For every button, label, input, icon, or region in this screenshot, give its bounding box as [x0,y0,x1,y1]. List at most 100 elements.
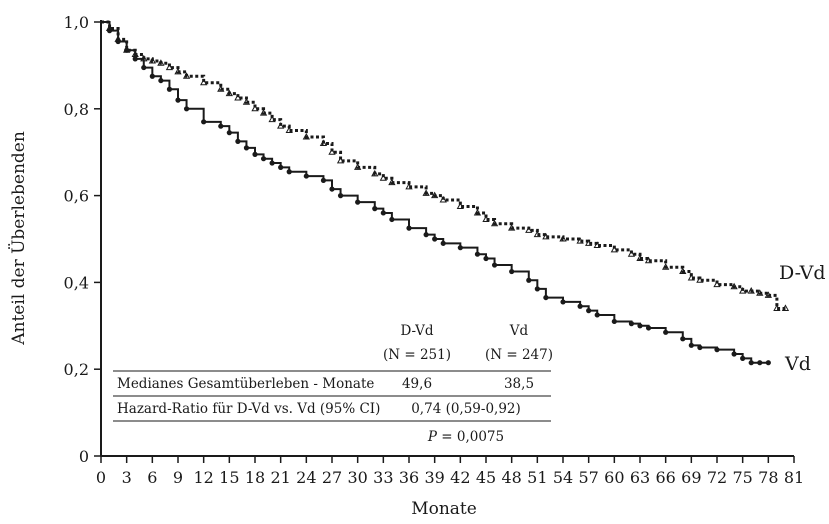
x-tick-label: 18 [245,468,265,487]
censor-mark [559,234,567,242]
x-tick-label: 12 [193,468,213,487]
censor-mark [585,239,593,246]
censor-mark [380,210,386,216]
censor-mark [456,202,464,209]
censor-mark [286,169,292,175]
censor-mark [260,156,267,162]
x-tick-label: 6 [147,468,157,487]
censor-mark [217,85,225,92]
censor-mark [329,186,335,192]
censor-mark [560,299,566,305]
censor-mark [645,325,652,331]
censor-mark [285,126,293,133]
series-line-d-vd [101,20,786,310]
censor-mark [166,86,173,92]
censor-mark [174,67,182,75]
censor-mark [183,106,190,112]
censor-mark [115,38,121,45]
censor-mark [594,312,600,318]
censor-mark [781,304,790,311]
censor-mark [269,160,275,166]
censor-mark [268,115,276,123]
censor-mark [235,138,241,144]
x-tick-label: 54 [553,468,573,487]
y-tick-label: 0,4 [64,273,89,292]
censor-mark [259,109,268,116]
censor-mark [627,250,636,257]
x-tick-label: 0 [96,468,106,487]
censor-mark [679,267,687,275]
table-header-vd: Vd [509,323,529,339]
table-p-value: P = 0,0075 [427,429,504,445]
p-value-number: 0,0075 [457,429,504,445]
series-label-d-vd: D-Vd [779,262,826,284]
x-ticks: 0 3 6 9 12 15 18 21 24 27 30 33 36 39 42 45 48 51 54 57 60 63… [96,456,804,487]
censor-mark [490,219,499,227]
x-tick-label: 60 [604,468,624,487]
y-tick-label: 0,8 [64,100,89,119]
x-tick-label: 69 [681,468,701,487]
censor-mark [731,351,737,357]
censor-mark [542,232,550,240]
censor-mark [756,289,764,296]
censor-mark [148,57,156,64]
table-n-vd: (N = 247) [485,347,553,363]
x-tick-label: 9 [173,468,183,487]
censor-mark [124,47,130,53]
censor-mark [226,130,232,136]
censor-mark [730,282,738,290]
censor-mark [406,225,412,231]
table-row-median-label: Medianes Gesamtüberleben - Monate [117,376,374,392]
censor-mark [182,72,191,79]
censor-mark [483,255,489,262]
censor-mark [165,63,174,71]
censor-mark [534,286,540,292]
censor-mark [680,336,686,342]
censor-mark [218,123,224,129]
censor-mark [765,360,771,366]
censor-mark [302,132,310,140]
censor-mark [158,77,164,84]
censor-mark [482,215,490,222]
censor-mark [201,119,207,125]
table-header-d-vd: D-Vd [400,323,433,339]
censor-mark [610,245,618,253]
censor-mark [354,163,362,170]
censor-mark [714,347,720,353]
x-tick-label: 45 [476,468,496,487]
censor-mark [371,169,379,177]
censor-mark [773,304,781,311]
x-tick-label: 63 [630,468,650,487]
censor-mark [525,226,533,233]
censor-mark [697,344,703,351]
censor-mark [328,148,336,155]
y-tick-label: 0,2 [64,360,89,379]
censor-mark [663,329,669,335]
censor-mark [336,156,345,164]
censor-mark [508,224,516,231]
censor-mark [611,318,617,325]
censor-mark [132,56,138,62]
censor-mark [644,256,653,264]
censor-mark [389,216,395,223]
censor-mark [739,287,747,294]
censor-mark [576,237,584,244]
censor-mark [747,287,755,294]
y-axis-title: Anteil der Überlebenden [8,131,29,346]
censor-mark [405,182,413,190]
censor-mark [509,268,515,275]
y-tick-label: 1,0 [64,13,89,32]
stats-table: D-Vd Vd (N = 251) (N = 247) Medianes Ges… [113,323,553,445]
x-tick-label: 39 [424,468,444,487]
x-tick-label: 27 [322,468,342,487]
censor-mark [242,98,251,105]
censor-mark [252,151,258,157]
censor-mark [234,93,242,101]
censor-mark [586,308,592,314]
x-tick-label: 36 [399,468,419,487]
x-tick-label: 51 [527,468,547,487]
censor-mark [440,240,446,246]
y-ticks: 0 0,2 0,4 0,6 0,8 1,0 [64,13,101,466]
x-tick-label: 3 [122,468,132,487]
censor-mark [439,195,447,203]
